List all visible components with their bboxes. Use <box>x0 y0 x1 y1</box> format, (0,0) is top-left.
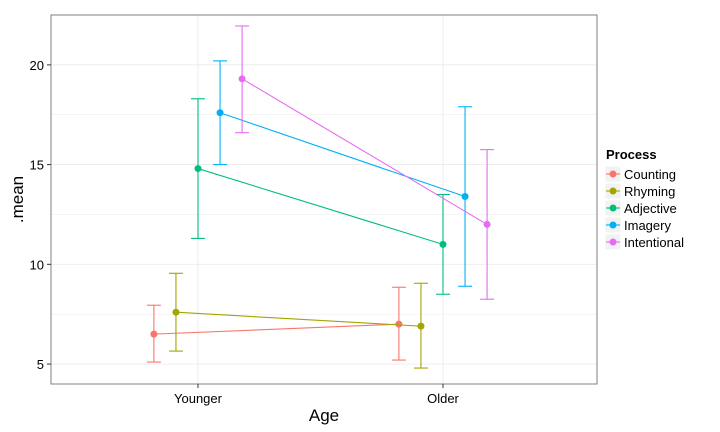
legend-items: Counting Rhyming Adjective Imagery Intention… <box>604 165 684 251</box>
legend-title: Process <box>606 147 657 162</box>
data-point <box>150 330 158 338</box>
series-counting <box>146 286 406 363</box>
legend: Process Counting Rhyming Adjective Imagery I… <box>604 147 684 251</box>
data-point <box>172 308 180 316</box>
y-tick-label: 5 <box>37 357 44 372</box>
legend-item: Rhyming <box>604 182 675 200</box>
legend-label: Rhyming <box>624 184 675 199</box>
legend-key-point <box>609 204 617 212</box>
data-point <box>238 75 246 83</box>
series-line <box>197 168 444 245</box>
legend-key-point <box>609 238 617 246</box>
y-axis-title: .mean <box>8 176 27 223</box>
data-point <box>395 320 403 328</box>
data-point <box>461 193 469 201</box>
series-line <box>153 323 399 335</box>
data-point <box>439 240 447 248</box>
y-tick-label: 15 <box>30 158 44 173</box>
legend-label: Imagery <box>624 218 671 233</box>
x-tick-label: Older <box>427 391 459 406</box>
data-point <box>216 109 224 117</box>
legend-key-point <box>609 221 617 229</box>
legend-key-point <box>609 187 617 195</box>
legend-key-point <box>609 170 617 178</box>
legend-item: Intentional <box>604 233 684 251</box>
series-line <box>219 112 466 198</box>
series-imagery <box>213 60 473 287</box>
series-layer <box>146 25 495 369</box>
data-point <box>194 165 202 173</box>
plot-panel-border <box>50 14 598 385</box>
y-tick-label: 10 <box>30 257 44 272</box>
legend-item: Adjective <box>604 199 677 217</box>
x-tick-label: Younger <box>174 391 223 406</box>
legend-item: Imagery <box>604 216 671 234</box>
series-adjective <box>191 98 450 295</box>
series-line <box>175 311 421 327</box>
series-intentional <box>235 25 495 300</box>
data-point <box>483 220 491 228</box>
x-axis-title: Age <box>309 406 339 425</box>
legend-label: Intentional <box>624 235 684 250</box>
series-line <box>241 78 488 225</box>
legend-label: Adjective <box>624 201 677 216</box>
series-rhyming <box>168 272 428 369</box>
legend-item: Counting <box>604 165 676 183</box>
axes: 5 10 15 20 Younger Older <box>30 58 460 406</box>
y-tick-label: 20 <box>30 58 44 73</box>
legend-label: Counting <box>624 167 676 182</box>
data-point <box>417 322 425 330</box>
